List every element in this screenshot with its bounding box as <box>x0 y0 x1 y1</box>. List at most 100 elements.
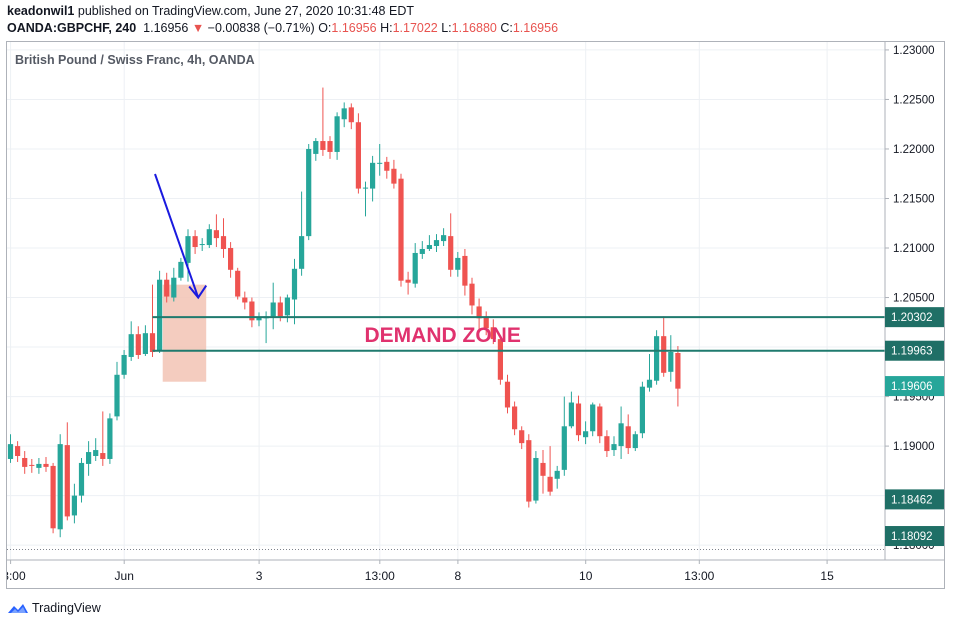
dot <box>871 549 872 550</box>
dot <box>313 549 314 550</box>
dot <box>883 549 884 550</box>
candle <box>57 434 63 538</box>
candle-body <box>654 336 660 381</box>
dot <box>205 549 206 550</box>
candle-body <box>419 249 425 254</box>
dot <box>727 549 728 550</box>
candle-body <box>164 279 170 297</box>
candle <box>220 218 227 258</box>
candle-body <box>15 446 21 457</box>
dot <box>697 549 698 550</box>
tradingview-logo-icon[interactable] <box>7 601 29 615</box>
y-tick-label: 1.21500 <box>893 193 935 205</box>
candle-body <box>625 426 631 449</box>
dot <box>475 549 476 550</box>
dot <box>511 549 512 550</box>
dot <box>262 549 263 550</box>
candle <box>597 403 603 444</box>
candle <box>625 414 631 455</box>
dot <box>571 549 572 550</box>
x-tick-label: Jun <box>115 569 134 583</box>
dot <box>808 549 809 550</box>
dot <box>676 549 677 550</box>
dot <box>85 549 86 550</box>
y-tick-label: 1.19000 <box>893 441 935 453</box>
dot <box>649 549 650 550</box>
low-label: L: <box>441 21 452 35</box>
y-tick-label: 1.21000 <box>893 243 935 255</box>
dot <box>343 549 344 550</box>
candle-body <box>36 463 42 468</box>
candle-body <box>561 426 567 470</box>
candle <box>668 335 674 382</box>
candle-body <box>590 404 596 432</box>
candlestick-chart[interactable]: DEMAND ZONE 1.180001.185001.190001.19500… <box>7 42 944 588</box>
author-name[interactable]: keadonwil1 <box>7 4 75 18</box>
dot <box>271 549 272 550</box>
dot <box>757 549 758 550</box>
candle-body <box>497 339 503 380</box>
dot <box>289 549 290 550</box>
dot <box>568 549 569 550</box>
candle-body <box>583 431 589 438</box>
dot <box>703 549 704 550</box>
candle-body <box>391 168 397 184</box>
candle-body <box>29 464 35 466</box>
dot <box>451 549 452 550</box>
candle-body <box>178 261 184 278</box>
dot <box>46 549 47 550</box>
candle-body <box>426 245 432 250</box>
candle-body <box>398 178 404 281</box>
dotted-baseline <box>7 549 884 550</box>
candle <box>249 297 255 328</box>
price-level-label: 1.19963 <box>885 340 944 361</box>
candle <box>632 431 638 452</box>
chart-frame[interactable]: DEMAND ZONE 1.180001.185001.190001.19500… <box>6 41 945 589</box>
dot <box>256 549 257 550</box>
dot <box>295 549 296 550</box>
candle-body <box>199 244 205 246</box>
dot <box>541 549 542 550</box>
candle-body <box>554 470 560 479</box>
x-tick-label: 10 <box>579 569 593 583</box>
price-label-text: 1.18462 <box>891 494 933 506</box>
candle <box>114 361 120 421</box>
brand-name[interactable]: TradingView <box>32 601 101 615</box>
demand-zone-label: DEMAND ZONE <box>365 324 521 347</box>
dot <box>874 549 875 550</box>
x-tick-label: 13:00 <box>7 569 26 583</box>
dot <box>613 549 614 550</box>
high-value: 1.17022 <box>392 21 438 35</box>
candle <box>199 238 205 251</box>
dot <box>454 549 455 550</box>
candle-body <box>277 302 283 317</box>
dot <box>625 549 626 550</box>
price-label-text: 1.19963 <box>891 346 933 358</box>
dot <box>796 549 797 550</box>
dot <box>178 549 179 550</box>
dot <box>277 549 278 550</box>
dot <box>829 549 830 550</box>
candle-body <box>611 444 617 451</box>
dot <box>688 549 689 550</box>
dot <box>217 549 218 550</box>
symbol-info: OANDA:GBPCHF, 240 1.16956 ▼ −0.00838 (−0… <box>7 21 558 35</box>
candle-body <box>171 277 177 298</box>
candle-body <box>341 108 347 120</box>
dot <box>238 549 239 550</box>
price-label-bg <box>885 526 944 547</box>
dot <box>265 549 266 550</box>
dot <box>769 549 770 550</box>
candle-body <box>43 463 49 467</box>
candle <box>469 277 475 315</box>
candle <box>213 214 219 248</box>
y-tick-label: 1.20500 <box>893 293 935 305</box>
dot <box>793 549 794 550</box>
candle <box>384 156 390 179</box>
dot <box>598 549 599 550</box>
candle <box>29 458 35 473</box>
dot <box>91 549 92 550</box>
candle <box>142 325 148 356</box>
dot <box>73 549 74 550</box>
candle <box>391 159 397 189</box>
